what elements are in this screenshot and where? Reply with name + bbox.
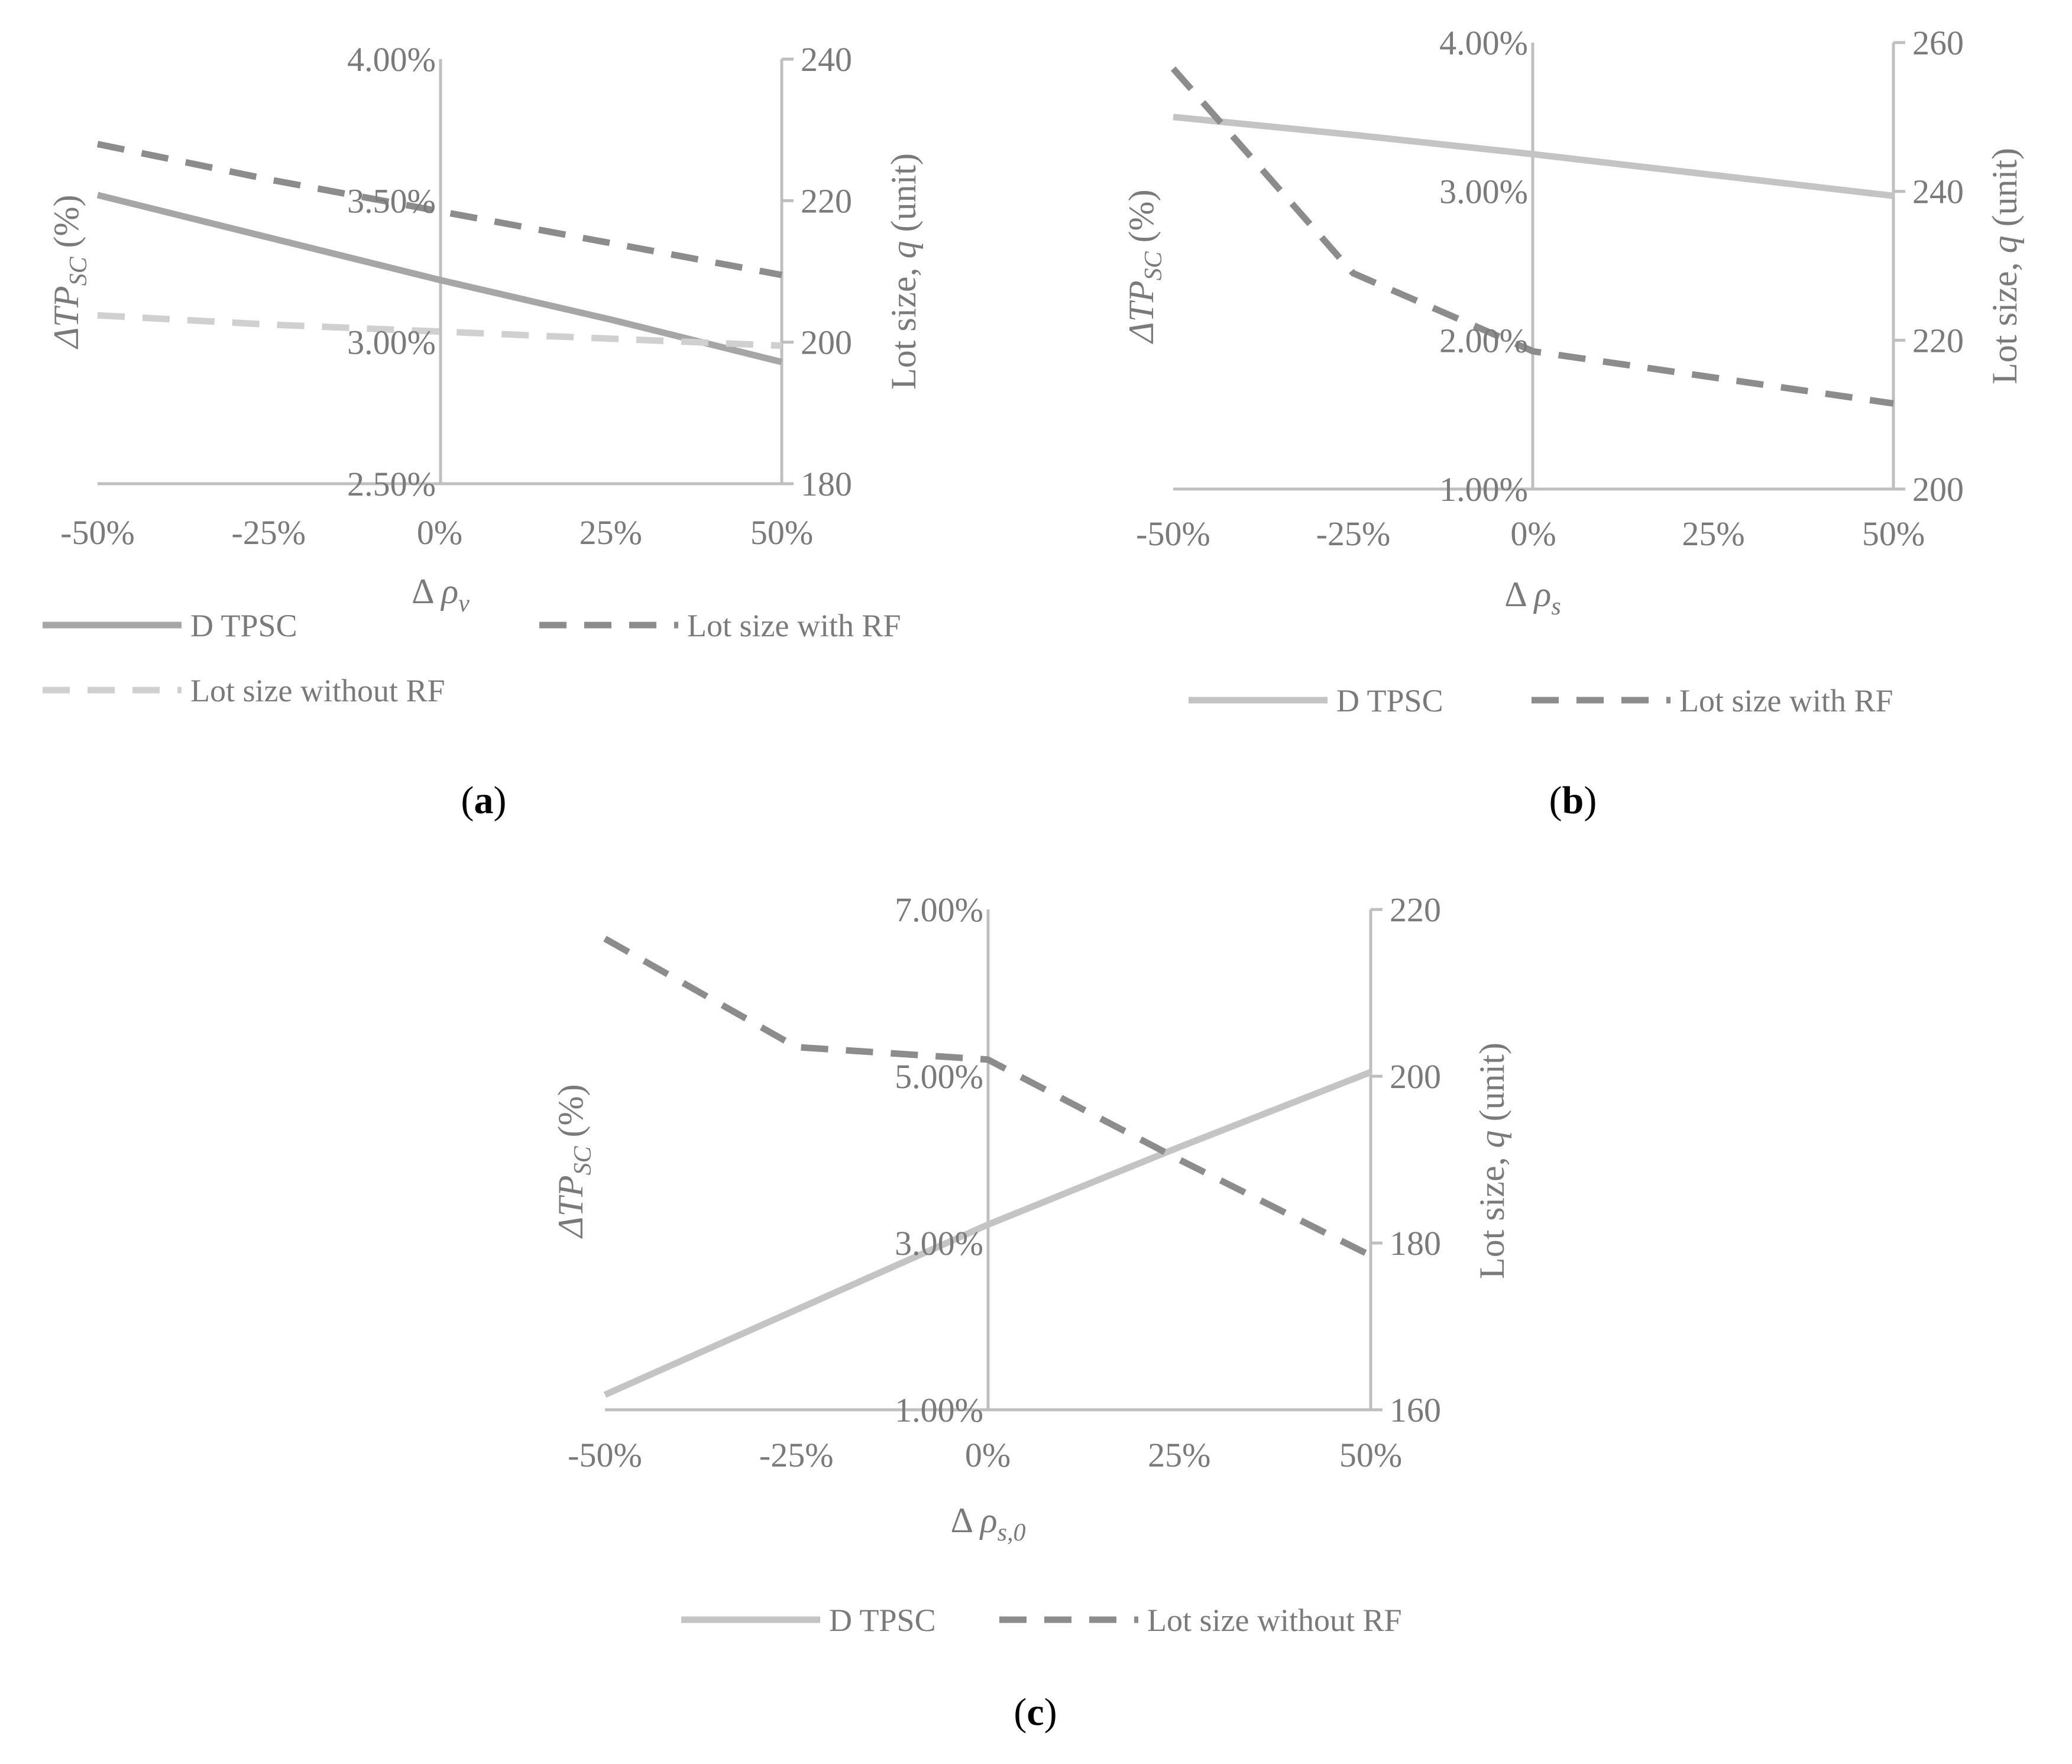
y-tick-label: 5.00%	[895, 1057, 983, 1096]
x-tick-label: 0%	[965, 1436, 1011, 1474]
legend-label-lot-size-with-rf: Lot size with RF	[687, 608, 901, 643]
y2-tick-label: 160	[1390, 1391, 1441, 1429]
panel-caption: (c)	[1014, 1691, 1057, 1734]
y-axis-title: ΔTPSC (%)	[1122, 189, 1167, 344]
x-tick-label: 25%	[1682, 514, 1744, 553]
legend-label-d-tpsc: D TPSC	[829, 1603, 936, 1638]
series-line-d-tpsc	[1173, 114, 1894, 199]
y2-tick-label: 220	[1390, 891, 1441, 929]
y-tick-label: 3.00%	[1439, 173, 1528, 211]
legend-label-lot-size-without-rf: Lot size without RF	[190, 673, 445, 708]
legend-label-lot-size-without-rf: Lot size without RF	[1147, 1603, 1402, 1638]
legend-label-d-tpsc: D TPSC	[1336, 683, 1443, 718]
chart-b: 4.00% 3.00% 2.00% 1.00% 260 240 220 200 -50% -25%…	[1122, 24, 2024, 822]
series-line-lot-size-without-rf	[97, 312, 782, 349]
y2-tick-label: 180	[801, 465, 852, 503]
x-axis-title: Δ ρv	[412, 572, 470, 617]
x-tick-label: -25%	[1316, 514, 1391, 553]
legend-label-d-tpsc: D TPSC	[190, 608, 297, 643]
chart-a: 4.00% 3.50% 3.00% 2.50% 240 220 200 180 -50% -25%…	[43, 40, 923, 822]
y-tick-label: 1.00%	[895, 1391, 983, 1429]
y2-tick-label: 220	[1912, 321, 1964, 360]
y2-tick-label: 200	[1390, 1057, 1441, 1096]
y-tick-label: 7.00%	[895, 891, 983, 929]
y-tick-label: 2.00%	[1439, 321, 1528, 360]
y2-tick-label: 200	[801, 323, 852, 362]
x-axis-title: Δ ρs,0	[951, 1501, 1026, 1546]
y2-tick-label: 220	[801, 182, 852, 220]
x-tick-label: 50%	[750, 513, 813, 552]
x-tick-label: -50%	[60, 513, 135, 552]
panel-caption: (a)	[461, 779, 507, 822]
series-line-lot-size-with-rf	[96, 141, 783, 279]
x-tick-label: 25%	[579, 513, 642, 552]
series-line-lot-size-without-rf	[603, 936, 1372, 1259]
x-axis-title: Δ ρs	[1504, 575, 1561, 620]
y2-tick-label: 240	[1912, 173, 1964, 211]
panel-caption: (b)	[1549, 779, 1597, 822]
x-tick-label: 25%	[1148, 1436, 1210, 1474]
y2-tick-label: 240	[801, 40, 852, 79]
y-tick-label: 1.00%	[1439, 470, 1528, 509]
y2-tick-label: 260	[1912, 24, 1964, 62]
x-tick-label: 0%	[417, 513, 462, 552]
y2-axis-title: Lot size, q (unit)	[1472, 1043, 1511, 1279]
y-tick-label: 4.00%	[347, 40, 436, 79]
y2-tick-label: 180	[1390, 1224, 1441, 1263]
x-tick-label: 0%	[1510, 514, 1556, 553]
x-tick-label: 50%	[1339, 1436, 1402, 1474]
y-axis-title: ΔTPSC (%)	[551, 1084, 597, 1238]
y-tick-label: 3.00%	[347, 323, 436, 362]
legend-label-lot-size-with-rf: Lot size with RF	[1679, 683, 1893, 718]
series-line-lot-size-with-rf	[1170, 66, 1894, 407]
chart-c: 7.00% 5.00% 3.00% 1.00% 220 200 180 160 -50% -25%…	[551, 891, 1511, 1734]
y-axis-title: ΔTPSC (%)	[47, 195, 92, 349]
x-tick-label: -25%	[231, 513, 306, 552]
y2-tick-label: 200	[1912, 470, 1964, 509]
y-tick-label: 3.50%	[347, 182, 436, 220]
x-tick-label: 50%	[1862, 514, 1925, 553]
series-line-d-tpsc	[603, 1069, 1372, 1398]
y-tick-label: 3.00%	[895, 1224, 983, 1263]
x-tick-label: -50%	[1136, 514, 1210, 553]
y2-axis-title: Lot size, q (unit)	[884, 153, 923, 390]
legend: D TPSC Lot size with RF	[1189, 683, 1893, 718]
series-line-d-tpsc	[96, 192, 783, 365]
y-tick-label: 4.00%	[1439, 24, 1528, 62]
legend: D TPSC Lot size with RF Lot size without R…	[43, 608, 901, 708]
legend: D TPSC Lot size without RF	[681, 1603, 1402, 1638]
y2-axis-title: Lot size, q (unit)	[1985, 148, 2024, 384]
y-tick-label: 2.50%	[347, 465, 436, 503]
x-tick-label: -50%	[568, 1436, 642, 1474]
x-tick-label: -25%	[759, 1436, 834, 1474]
